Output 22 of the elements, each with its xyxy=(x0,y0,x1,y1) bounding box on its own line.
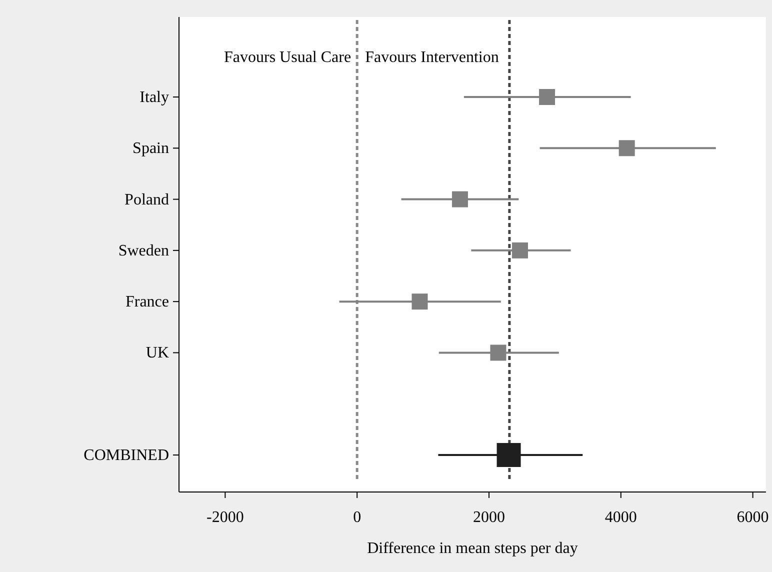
point xyxy=(452,191,468,208)
y-tick-label: Sweden xyxy=(118,242,169,260)
point xyxy=(512,242,528,258)
y-tick-label: UK xyxy=(146,344,170,362)
point xyxy=(618,140,635,156)
x-tick-label: -2000 xyxy=(206,509,244,526)
text: Favours Intervention xyxy=(365,49,499,66)
x-tick-label: 4000 xyxy=(604,509,637,526)
text: Favours Usual Care xyxy=(224,49,352,66)
point xyxy=(539,89,556,105)
y-tick-label: France xyxy=(125,294,169,311)
x-tick-label: 2000 xyxy=(472,509,505,526)
point xyxy=(496,443,521,467)
x-tick-label: 6000 xyxy=(736,509,769,526)
y-tick-label: Italy xyxy=(140,89,169,106)
y-tick-label: Spain xyxy=(132,140,169,158)
x-tick-label: 0 xyxy=(353,509,362,526)
point xyxy=(412,294,428,310)
x-axis-title: Difference in mean steps per day xyxy=(367,540,578,557)
y-tick-label: COMBINED xyxy=(84,447,169,464)
y-tick-label: Poland xyxy=(124,191,169,208)
point xyxy=(490,344,506,361)
